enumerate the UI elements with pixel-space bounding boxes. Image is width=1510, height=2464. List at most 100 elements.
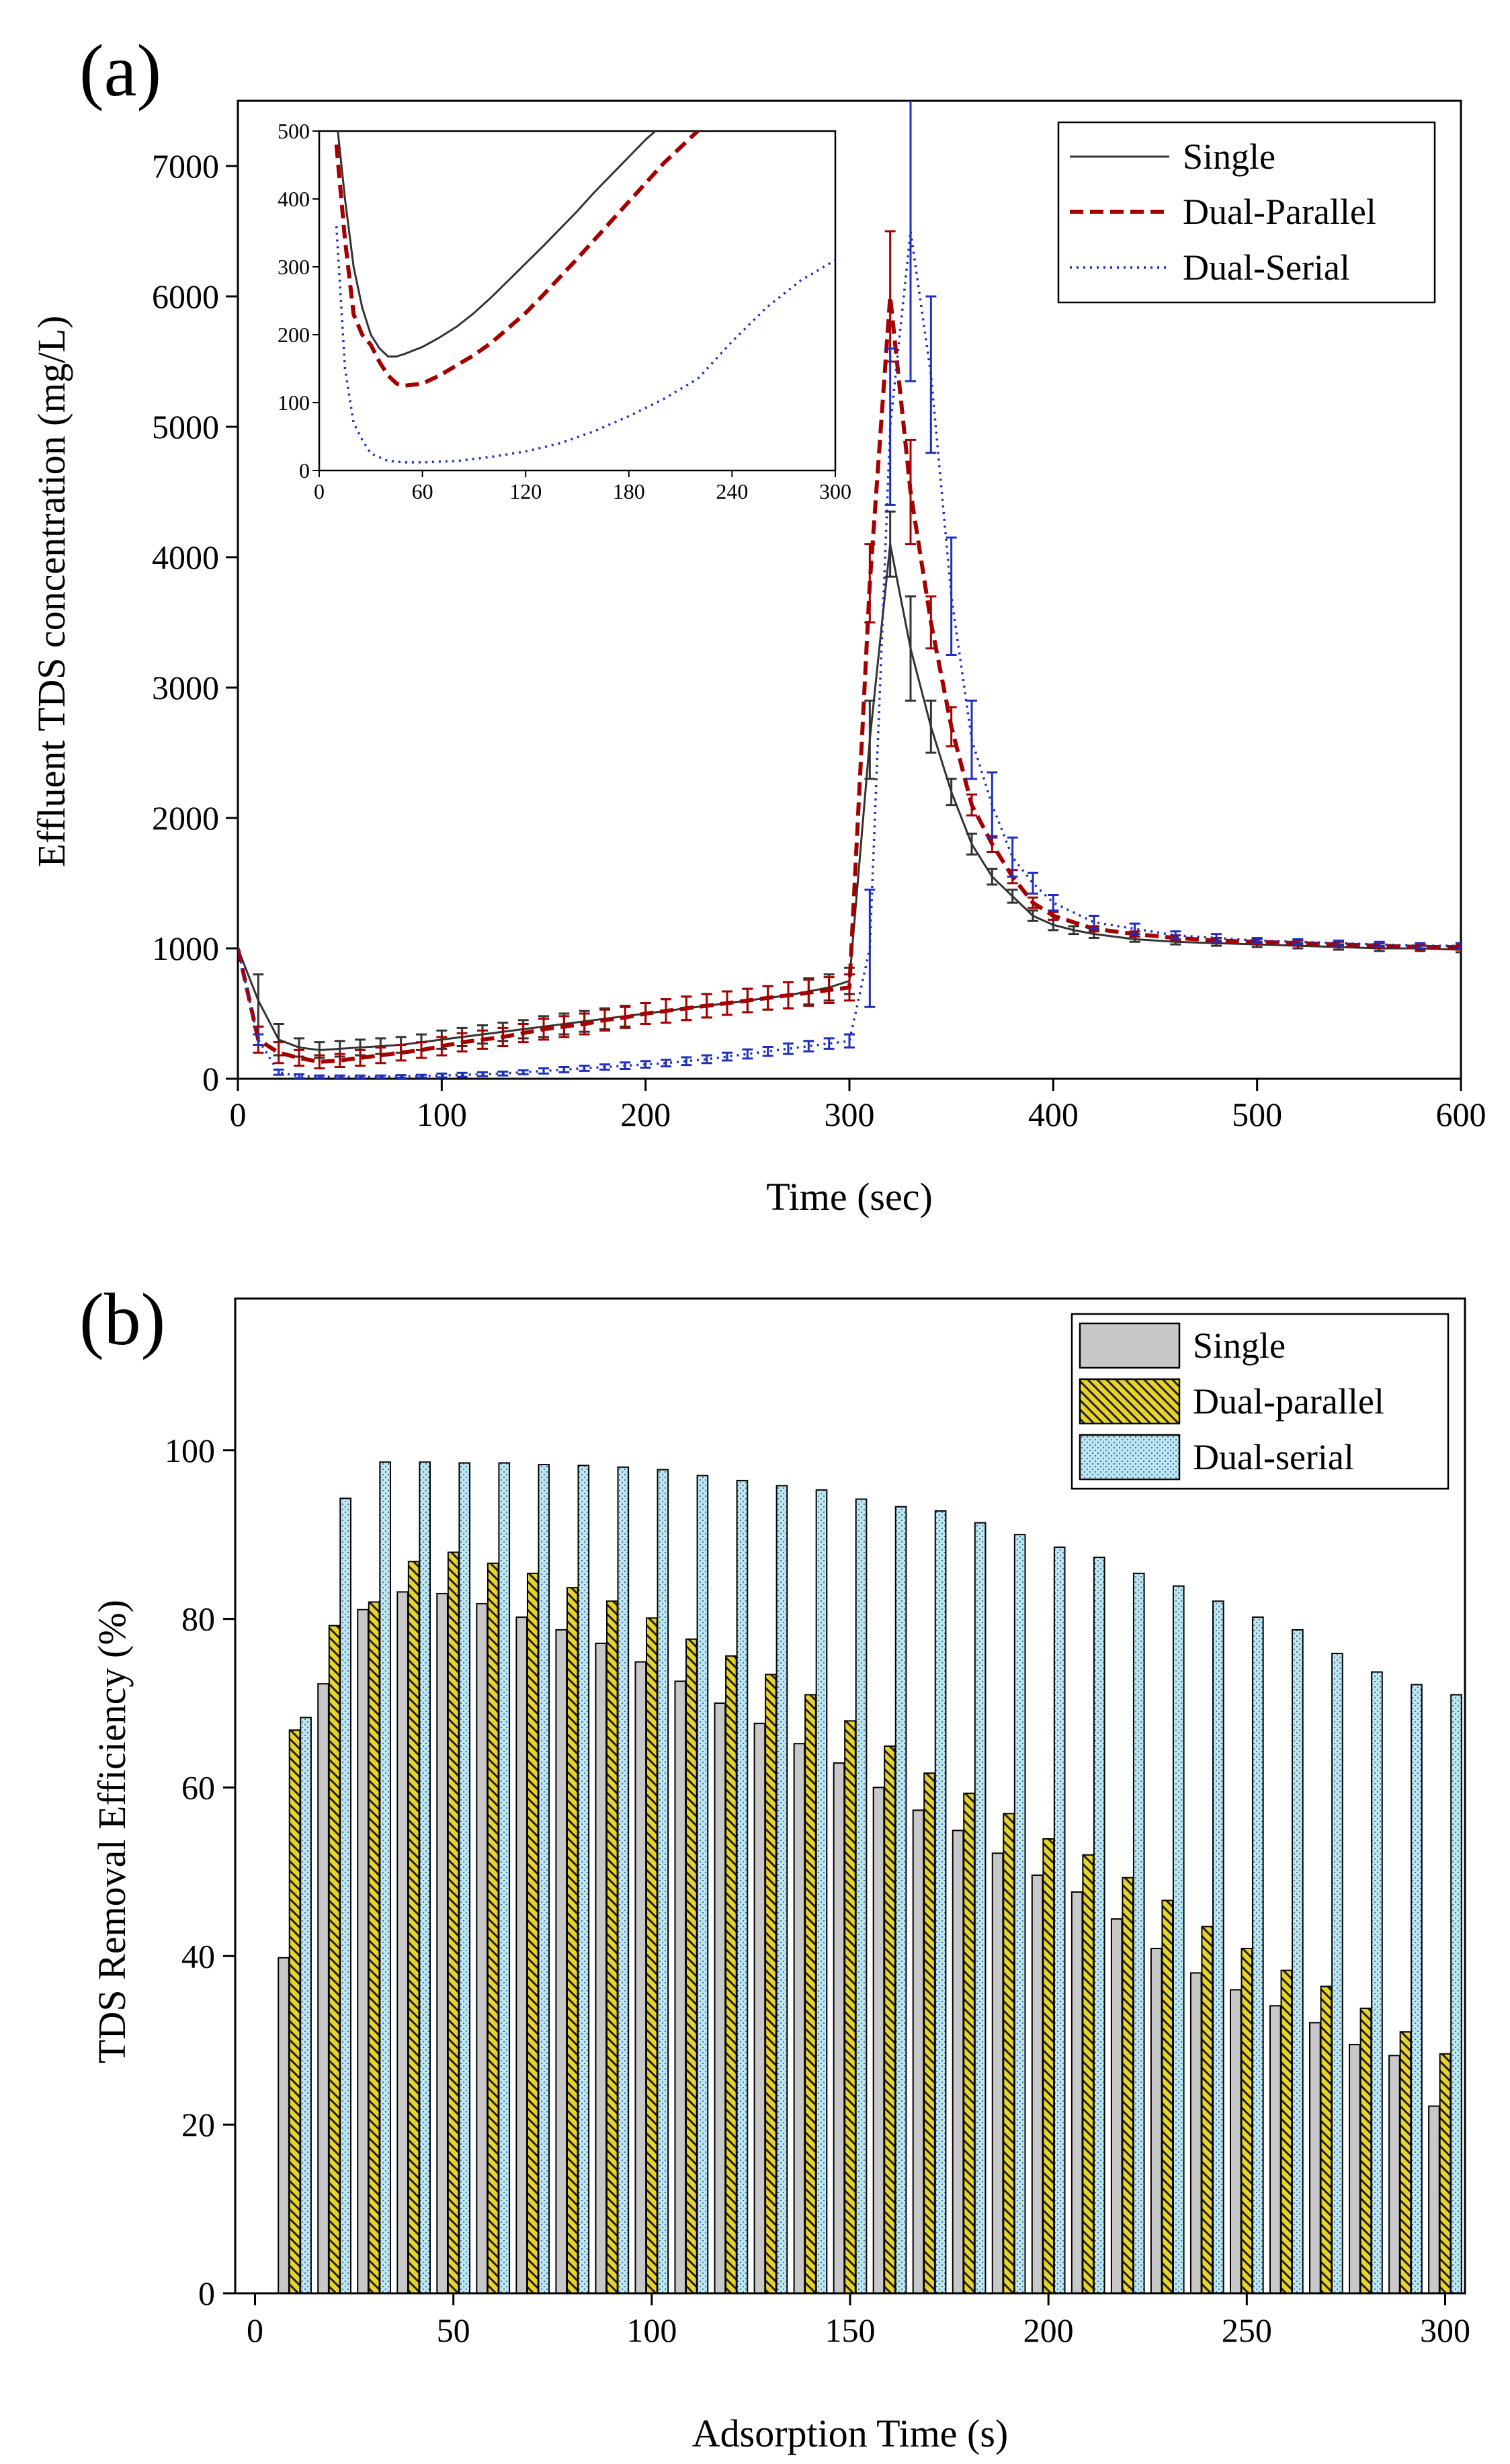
panel-b-frame [234,1297,1466,2295]
bar-single-300 [1428,2105,1440,2294]
y-tick-label-4000: 4000 [152,538,219,576]
b-x-tick-label-50: 50 [437,2311,470,2349]
bar-dual-parallel-150 [844,1720,856,2294]
panel-b-x-axis-label: Adsorption Time (s) [692,2412,1009,2455]
inset-line-dual-parallel [334,131,700,388]
legend-dual-parallel-label: Dual-Parallel [1183,192,1376,232]
bar-dual-parallel-120 [725,1655,737,2294]
inset-line-single [337,131,657,358]
panel-b-legend: Single Dual-parallel Dual-serial [1071,1313,1450,1490]
bar-single-80 [555,1629,568,2294]
bar-dual-parallel-180 [963,1793,975,2294]
bar-dual-parallel-130 [765,1674,777,2295]
panel-a-axes: 0 100 200 300 400 500 600010002000300040005000… [152,147,1486,1133]
bar-dual-serial-290 [1411,1684,1423,2294]
bar-dual-serial-230 [1172,1585,1185,2294]
legend-b-dual-parallel-swatch [1079,1378,1181,1425]
bar-single-230 [1150,1948,1163,2294]
bar-dual-serial-170 [934,1510,947,2295]
b-y-tick-label-20: 20 [181,2106,215,2143]
inset-x-tick-label-0: 0 [314,479,325,503]
bar-dual-parallel-80 [566,1587,579,2294]
x-tick-label-600: 600 [1436,1096,1486,1133]
bars-dual-parallel [288,1551,1452,2295]
y-tick-label-7000: 7000 [152,147,219,185]
inset-y-tick-label-200: 200 [278,323,310,347]
bar-single-210 [1071,1891,1083,2295]
b-y-tick-label-80: 80 [181,1600,215,1638]
inset-y-tick-label-300: 300 [278,255,310,279]
bar-dual-serial-190 [1013,1534,1026,2295]
bar-dual-parallel-40 [407,1561,420,2294]
bar-dual-parallel-290 [1399,2031,1412,2295]
bar-dual-parallel-70 [526,1572,539,2294]
bar-dual-parallel-90 [605,1600,618,2294]
bar-dual-serial-210 [1093,1557,1105,2294]
bar-dual-parallel-190 [1003,1813,1015,2294]
bar-dual-parallel-110 [685,1638,698,2295]
bar-dual-serial-150 [855,1498,868,2295]
line-dual-parallel [238,294,1461,1064]
y-tick-label-1000: 1000 [152,930,219,967]
bar-single-50 [436,1592,448,2295]
inset-line-dual-serial [335,226,835,464]
bar-single-180 [952,1830,964,2295]
b-y-tick-label-100: 100 [165,1432,215,1469]
y-tick-label-6000: 6000 [152,278,219,315]
bars-single [278,1591,1440,2295]
bar-single-200 [1031,1874,1044,2294]
b-x-tick-label-150: 150 [825,2311,876,2349]
bar-single-190 [991,1852,1004,2294]
bar-single-30 [357,1608,369,2294]
line-single [238,543,1461,1051]
bar-dual-serial-20 [339,1497,351,2294]
panel-a-label: (a) [79,30,161,112]
bar-dual-serial-30 [379,1461,391,2294]
b-x-tick-label-100: 100 [626,2311,677,2349]
bar-dual-parallel-300 [1439,2053,1452,2295]
bar-dual-serial-60 [498,1462,511,2294]
legend-b-single-swatch [1079,1322,1181,1369]
bar-dual-serial-250 [1252,1616,1264,2295]
b-x-tick-label-0: 0 [247,2311,263,2349]
bar-dual-parallel-140 [804,1694,816,2294]
inset-x-tick-label-60: 60 [412,479,433,503]
bar-dual-parallel-20 [328,1625,341,2294]
legend-dual-serial-label: Dual-Serial [1183,247,1350,288]
bar-dual-parallel-250 [1241,1948,1253,2294]
bar-dual-serial-120 [736,1479,749,2294]
inset-series [334,131,835,464]
x-tick-label-300: 300 [825,1096,875,1133]
panel-b-removal-efficiency-chart: (b) 0 50 100 150 200 250 300 0 20 40 60 80 100 Adsor… [79,1278,1470,2455]
b-x-tick-label-300: 300 [1420,2311,1470,2349]
bar-single-10 [278,1957,290,2294]
b-x-tick-label-250: 250 [1222,2311,1272,2349]
inset-y-tick-label-400: 400 [278,187,310,211]
bar-dual-serial-280 [1371,1671,1383,2295]
b-y-tick-label-60: 60 [181,1768,215,1806]
y-tick-label-5000: 5000 [152,408,219,446]
x-tick-label-0: 0 [230,1096,247,1133]
legend-b-dual-serial-label: Dual-serial [1193,1437,1354,1477]
bar-single-220 [1110,1918,1123,2294]
panel-a-inset: 0 60 120 180 240 300 0 100 200 300 400 500 [278,119,851,503]
b-x-tick-label-200: 200 [1023,2311,1074,2349]
bar-dual-serial-80 [577,1465,590,2294]
bar-dual-serial-270 [1331,1653,1343,2295]
bar-dual-parallel-30 [368,1601,380,2294]
inset-frame [318,130,837,472]
bar-single-130 [753,1723,766,2294]
panel-b-axes: 0 50 100 150 200 250 300 0 20 40 60 80 100 [165,1432,1470,2349]
panel-b-label: (b) [79,1278,165,1360]
bar-single-40 [396,1591,409,2294]
x-tick-label-500: 500 [1232,1096,1282,1133]
bar-dual-serial-180 [974,1522,987,2295]
panel-b-y-axis-label: TDS Removal Efficiency (%) [90,1600,134,2063]
panel-a-legend: Single Dual-Parallel Dual-Serial [1057,121,1436,304]
bar-dual-parallel-50 [447,1551,460,2294]
bar-dual-parallel-210 [1082,1854,1095,2294]
bar-dual-serial-50 [458,1462,471,2294]
bar-dual-serial-70 [538,1464,550,2294]
bar-single-110 [674,1680,687,2295]
bar-dual-parallel-230 [1161,1899,1174,2294]
